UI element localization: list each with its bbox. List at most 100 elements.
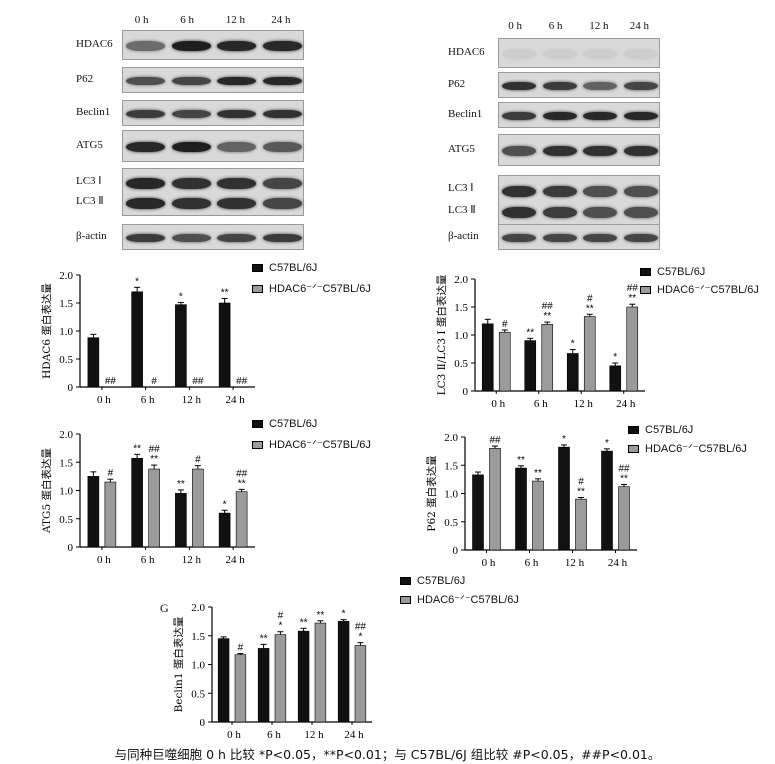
blot-band bbox=[542, 185, 577, 197]
blot-band bbox=[217, 233, 257, 243]
blot-row-label: Beclin1 bbox=[76, 106, 111, 118]
blot-band bbox=[502, 206, 537, 218]
bar-ko bbox=[274, 634, 287, 723]
blot-band bbox=[583, 111, 618, 121]
significance-mark: ** bbox=[238, 478, 246, 489]
x-tick-label: 6 h bbox=[267, 729, 281, 741]
blot-band bbox=[583, 233, 618, 243]
blot-strip bbox=[498, 134, 660, 166]
significance-mark: ** bbox=[317, 610, 325, 621]
bar-wt bbox=[558, 446, 570, 551]
blot-band bbox=[126, 76, 166, 86]
blot-strip bbox=[122, 67, 304, 93]
significance-mark: ## bbox=[236, 376, 248, 387]
bar-ko bbox=[354, 645, 367, 723]
significance-mark: # bbox=[578, 476, 584, 487]
bar-ko bbox=[234, 654, 247, 723]
x-tick-label: 0 h bbox=[97, 394, 111, 406]
blot-strip bbox=[122, 130, 304, 162]
blot-row-label: LC3 Ⅱ bbox=[76, 195, 104, 207]
y-axis-label: P62 蛋白表达量 bbox=[425, 455, 438, 532]
x-tick-label: 0 h bbox=[97, 554, 111, 566]
time-label: 6 h bbox=[180, 14, 194, 26]
legend-label-wt: C57BL/6J bbox=[657, 266, 706, 278]
x-tick-label: 24 h bbox=[616, 398, 636, 410]
bar-wt bbox=[175, 493, 187, 548]
y-tick-label: 1.5 bbox=[444, 460, 458, 472]
significance-mark: * bbox=[605, 438, 609, 449]
blot-band bbox=[542, 49, 577, 59]
y-tick-label: 2.0 bbox=[59, 270, 73, 282]
legend-swatch-ko bbox=[400, 596, 411, 605]
blot-band bbox=[623, 233, 658, 243]
legend-swatch-wt bbox=[640, 268, 651, 277]
blot-strip bbox=[122, 224, 304, 250]
legend-swatch-wt bbox=[252, 264, 263, 273]
blot-band bbox=[217, 141, 257, 153]
significance-mark: ## bbox=[105, 376, 117, 387]
significance-mark: ** bbox=[620, 473, 628, 484]
blot-band bbox=[217, 76, 257, 86]
legend-swatch-ko bbox=[640, 286, 651, 295]
blot-band bbox=[583, 145, 618, 157]
significance-mark: ** bbox=[586, 303, 594, 314]
legend-swatch-wt bbox=[628, 426, 639, 435]
blot-strip bbox=[122, 100, 304, 126]
y-axis-label: Beclin1 蛋白表达量 bbox=[172, 616, 185, 712]
bar-wt bbox=[472, 474, 484, 551]
blot-row-label: P62 bbox=[448, 78, 466, 90]
blot-band bbox=[126, 233, 166, 243]
x-tick-label: 0 h bbox=[227, 729, 241, 741]
blot-band bbox=[623, 111, 658, 121]
bar-ko bbox=[618, 486, 630, 551]
legend-label-wt: C57BL/6J bbox=[269, 418, 318, 430]
significance-mark: ## bbox=[192, 376, 204, 387]
blot-strip bbox=[498, 38, 660, 68]
bar-wt bbox=[131, 457, 143, 548]
y-tick-label: 0.5 bbox=[454, 358, 468, 370]
legend-label-ko: HDAC6⁻ᐟ⁻C57BL/6J bbox=[269, 283, 371, 295]
significance-mark: ** bbox=[300, 617, 308, 628]
blot-band bbox=[623, 81, 658, 91]
blot-band bbox=[262, 141, 302, 153]
significance-mark: ## bbox=[489, 435, 501, 446]
blot-band bbox=[502, 185, 537, 197]
time-label: 6 h bbox=[548, 20, 563, 32]
significance-mark: ** bbox=[577, 486, 585, 497]
blot-band bbox=[623, 206, 658, 218]
blot-band bbox=[542, 81, 577, 91]
lc3-ratio-bar-chart: 0 0.5 1.0 1.5 2.0 LC3 Ⅱ/LC3 Ⅰ 蛋白表达量 0 h #6 h ** *… bbox=[420, 270, 655, 421]
blot-band bbox=[583, 206, 618, 218]
bar-wt bbox=[481, 323, 494, 392]
y-tick-label: 0.5 bbox=[191, 688, 205, 700]
bar-ko bbox=[575, 498, 587, 551]
significance-mark: * bbox=[179, 291, 183, 302]
chart-svg: 0 0.5 1.0 1.5 2.0 HDAC6 蛋白表达量 0 h ## 6 h * #12 h * #… bbox=[40, 270, 255, 406]
x-tick-label: 6 h bbox=[141, 394, 155, 406]
legend-swatch-ko bbox=[252, 441, 263, 450]
y-tick-label: 2.0 bbox=[59, 429, 73, 441]
significance-mark: ** bbox=[221, 288, 229, 299]
y-tick-label: 1.5 bbox=[59, 298, 73, 310]
y-axis-label: HDAC6 蛋白表达量 bbox=[40, 283, 53, 379]
significance-mark: # bbox=[151, 376, 157, 387]
bar-wt bbox=[515, 467, 527, 551]
blot-band bbox=[542, 206, 577, 218]
blot-band bbox=[126, 141, 166, 153]
blot-row-label: P62 bbox=[76, 73, 94, 85]
y-tick-label: 0 bbox=[68, 542, 74, 554]
blot-band bbox=[171, 109, 211, 119]
significance-mark: # bbox=[108, 468, 114, 479]
x-tick-label: 12 h bbox=[182, 554, 202, 566]
blot-row-label: LC3 Ⅰ bbox=[448, 182, 474, 194]
legend-label-wt: C57BL/6J bbox=[645, 424, 694, 436]
atg5-bar-chart: 0 0.5 1.0 1.5 2.0 ATG5 蛋白表达量 0 h #6 h ** ** ## 12 h… bbox=[10, 410, 265, 577]
blot-band bbox=[171, 233, 211, 243]
legend-label-ko: HDAC6⁻ᐟ⁻C57BL/6J bbox=[657, 284, 759, 296]
significance-mark: ** bbox=[150, 454, 158, 465]
blot-row-label: ATG5 bbox=[76, 139, 103, 151]
legend-label-ko: HDAC6⁻ᐟ⁻C57BL/6J bbox=[645, 443, 747, 455]
bar-ko bbox=[626, 306, 639, 392]
significance-mark: * bbox=[342, 609, 346, 620]
